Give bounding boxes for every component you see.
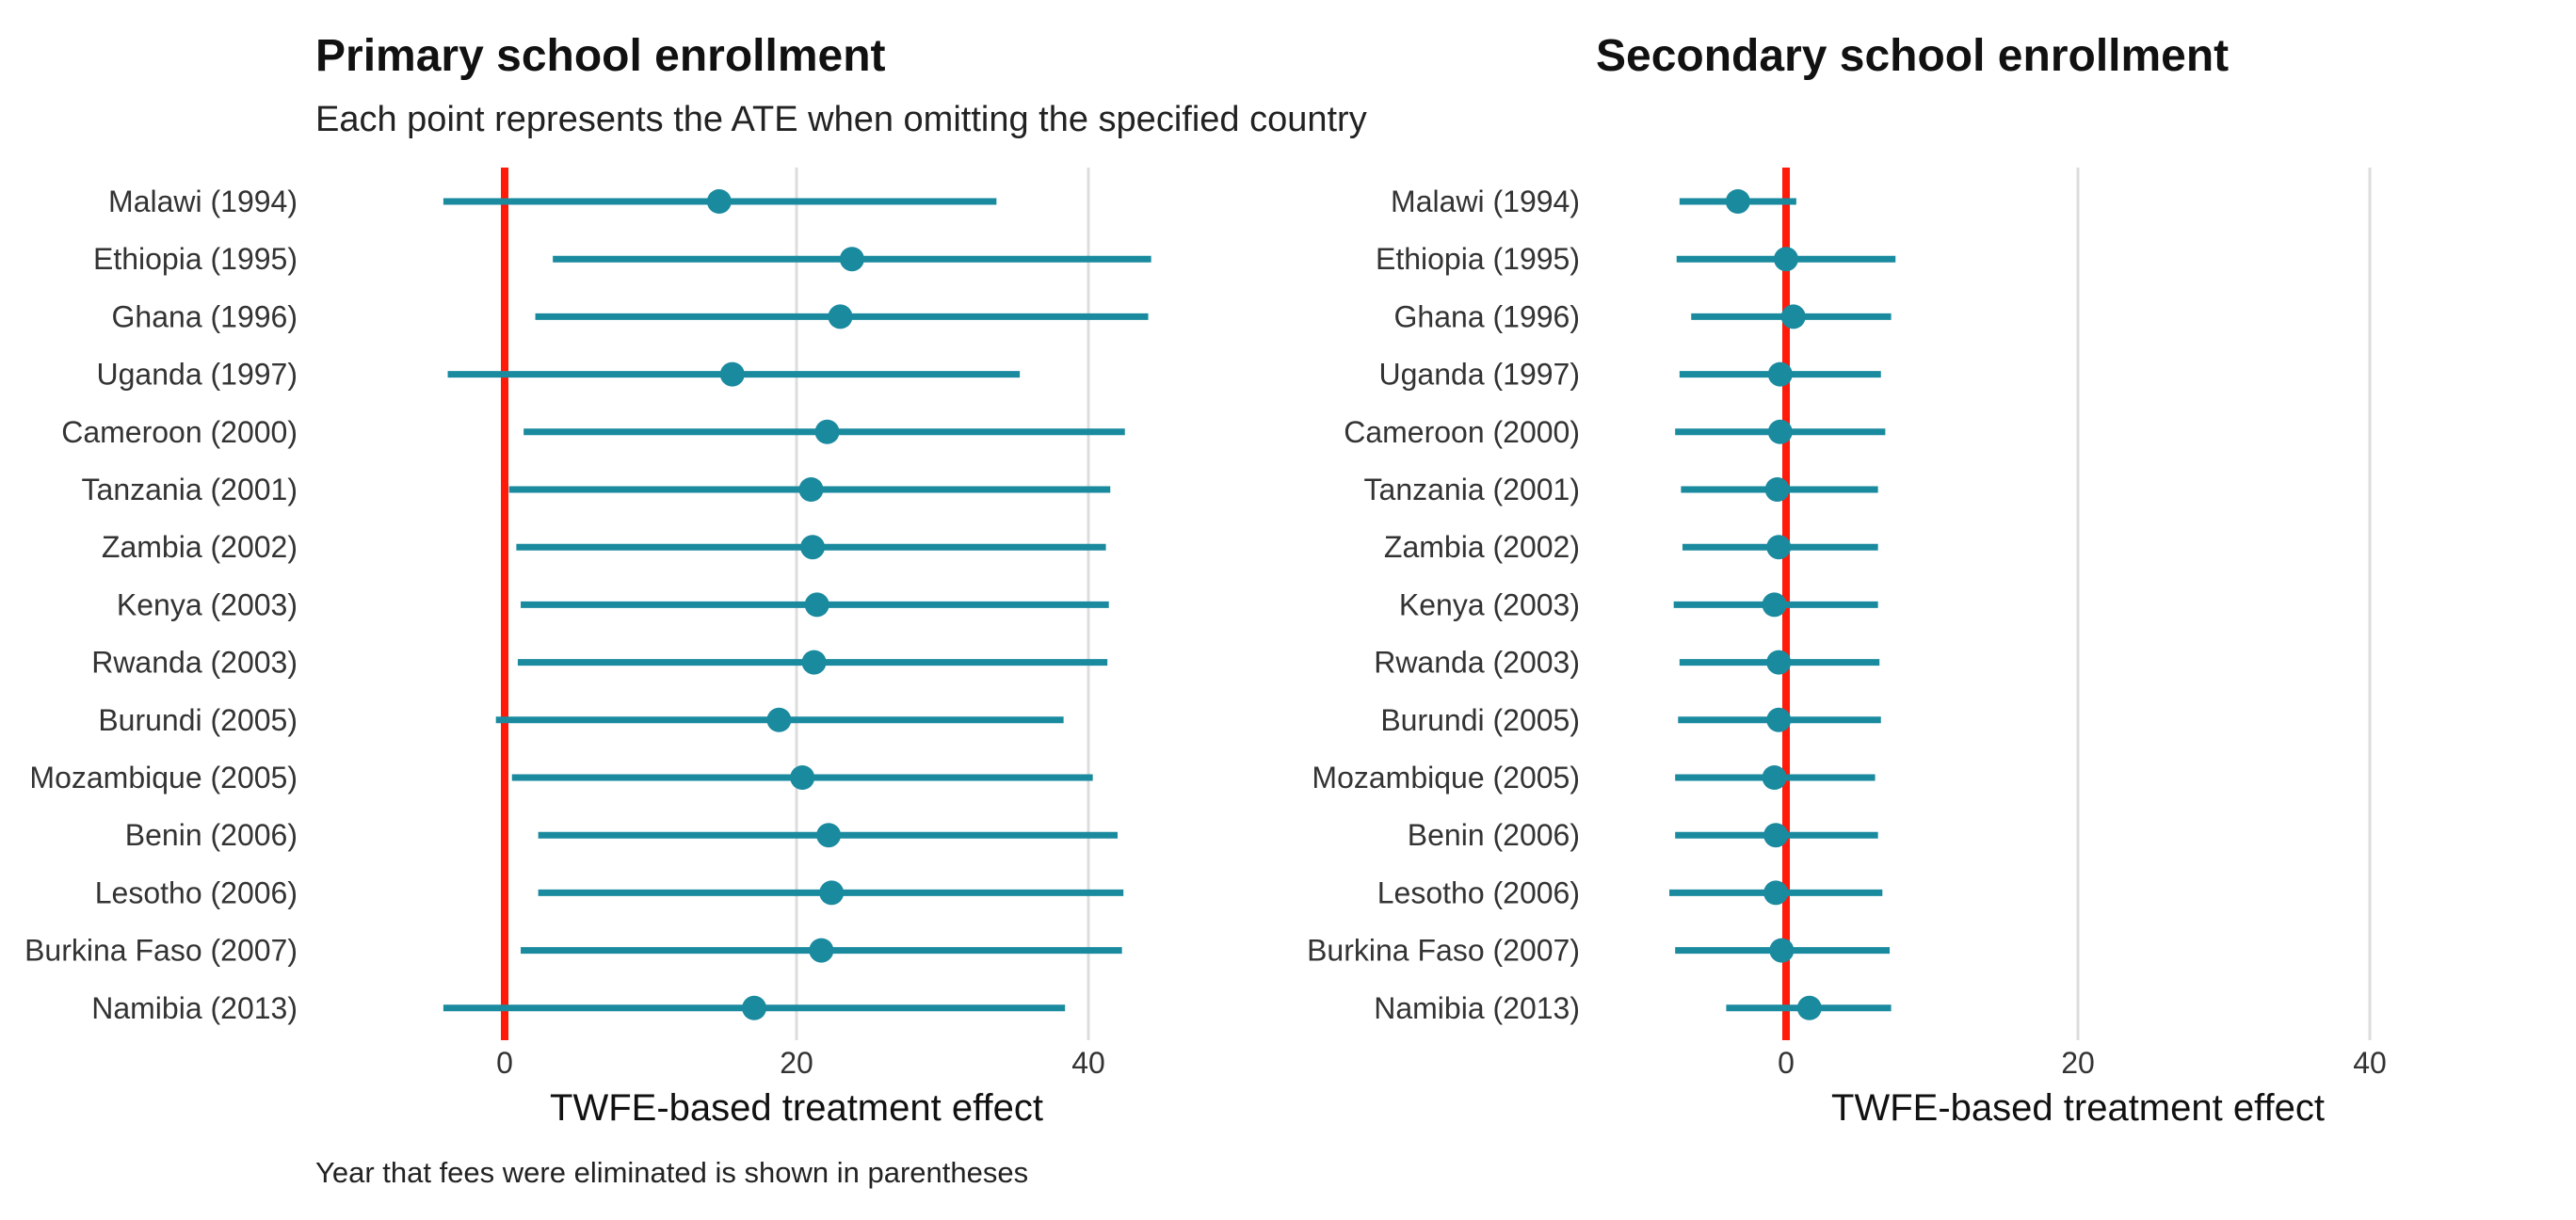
- secondary-point-estimate: [1780, 304, 1806, 329]
- primary-country-label: Ghana (1996): [112, 299, 298, 333]
- primary-country-label: Rwanda (2003): [91, 646, 298, 680]
- secondary-x-axis-title: TWFE-based treatment effect: [1831, 1087, 2325, 1129]
- secondary-country-label: Cameroon (2000): [1344, 415, 1580, 449]
- primary-panel-title: Primary school enrollment: [315, 31, 886, 81]
- secondary-x-tick-label: 40: [2353, 1046, 2387, 1080]
- secondary-point-estimate: [1762, 592, 1787, 618]
- secondary-country-label: Kenya (2003): [1399, 587, 1580, 621]
- primary-point-estimate: [790, 765, 815, 790]
- secondary-country-label: Ghana (1996): [1394, 299, 1580, 333]
- figure-caption: Year that fees were eliminated is shown …: [315, 1156, 1029, 1189]
- secondary-x-tick-label: 20: [2061, 1046, 2095, 1080]
- primary-country-label: Cameroon (2000): [61, 415, 298, 449]
- secondary-point-estimate: [1763, 823, 1789, 848]
- primary-country-label: Malawi (1994): [108, 185, 298, 218]
- primary-point-estimate: [742, 995, 767, 1020]
- figure-subtitle: Each point represents the ATE when omitt…: [315, 100, 1367, 139]
- primary-x-tick-label: 20: [780, 1046, 813, 1080]
- primary-country-label: Benin (2006): [125, 818, 298, 852]
- secondary-point-estimate: [1769, 938, 1795, 963]
- secondary-panel: 0 20 40 TWFE-based treatment effect Malawi (…: [1307, 168, 2387, 1129]
- primary-country-label: Zambia (2002): [102, 530, 298, 564]
- secondary-country-label: Benin (2006): [1408, 818, 1580, 852]
- primary-x-tick-label: 0: [496, 1046, 513, 1080]
- secondary-x-tick-label: 0: [1778, 1046, 1795, 1080]
- secondary-point-estimate: [1766, 707, 1792, 732]
- secondary-country-label: Mozambique (2005): [1312, 761, 1580, 795]
- secondary-country-label: Malawi (1994): [1391, 185, 1580, 218]
- secondary-point-estimate: [1763, 880, 1789, 906]
- secondary-country-label: Rwanda (2003): [1374, 646, 1580, 680]
- primary-country-label: Lesotho (2006): [95, 875, 298, 909]
- primary-country-label: Burundi (2005): [98, 703, 298, 737]
- primary-point-estimate: [819, 880, 845, 906]
- secondary-country-label: Burundi (2005): [1380, 703, 1580, 737]
- primary-point-estimate: [816, 823, 842, 848]
- primary-panel: 0 20 40 TWFE-based treatment effect Malawi (…: [24, 168, 1151, 1129]
- primary-country-label: Ethiopia (1995): [93, 242, 298, 276]
- primary-point-estimate: [719, 361, 745, 387]
- primary-point-estimate: [801, 650, 827, 675]
- secondary-panel-title: Secondary school enrollment: [1596, 31, 2230, 81]
- primary-point-estimate: [706, 189, 732, 214]
- secondary-country-label: Tanzania (2001): [1364, 473, 1580, 506]
- secondary-point-estimate: [1762, 765, 1787, 790]
- secondary-point-estimate: [1796, 995, 1822, 1020]
- secondary-country-label: Lesotho (2006): [1377, 875, 1580, 909]
- secondary-point-estimate: [1767, 361, 1793, 387]
- primary-point-estimate: [809, 938, 834, 963]
- secondary-point-estimate: [1774, 247, 1798, 272]
- primary-country-label: Uganda (1997): [97, 358, 298, 392]
- primary-x-tick-label: 40: [1071, 1046, 1105, 1080]
- primary-point-estimate: [828, 304, 853, 329]
- secondary-country-label: Burkina Faso (2007): [1307, 934, 1580, 968]
- secondary-point-estimate: [1766, 535, 1792, 560]
- primary-country-label: Burkina Faso (2007): [24, 934, 298, 968]
- secondary-point-estimate: [1764, 477, 1790, 502]
- primary-point-estimate: [804, 592, 829, 618]
- primary-point-estimate: [839, 247, 864, 272]
- secondary-country-label: Uganda (1997): [1379, 358, 1580, 392]
- primary-point-estimate: [800, 535, 826, 560]
- primary-country-label: Mozambique (2005): [29, 761, 298, 795]
- secondary-country-label: Zambia (2002): [1384, 530, 1580, 564]
- primary-country-label: Tanzania (2001): [82, 473, 298, 506]
- primary-country-label: Namibia (2013): [91, 991, 298, 1025]
- secondary-country-label: Namibia (2013): [1374, 991, 1580, 1025]
- primary-point-estimate: [814, 419, 840, 444]
- secondary-point-estimate: [1725, 189, 1750, 214]
- secondary-point-estimate: [1766, 650, 1792, 675]
- primary-point-estimate: [798, 477, 824, 502]
- primary-x-axis-title: TWFE-based treatment effect: [550, 1087, 1043, 1129]
- secondary-country-label: Ethiopia (1995): [1376, 242, 1580, 276]
- primary-country-label: Kenya (2003): [117, 587, 298, 621]
- secondary-point-estimate: [1767, 419, 1793, 444]
- primary-point-estimate: [766, 707, 792, 732]
